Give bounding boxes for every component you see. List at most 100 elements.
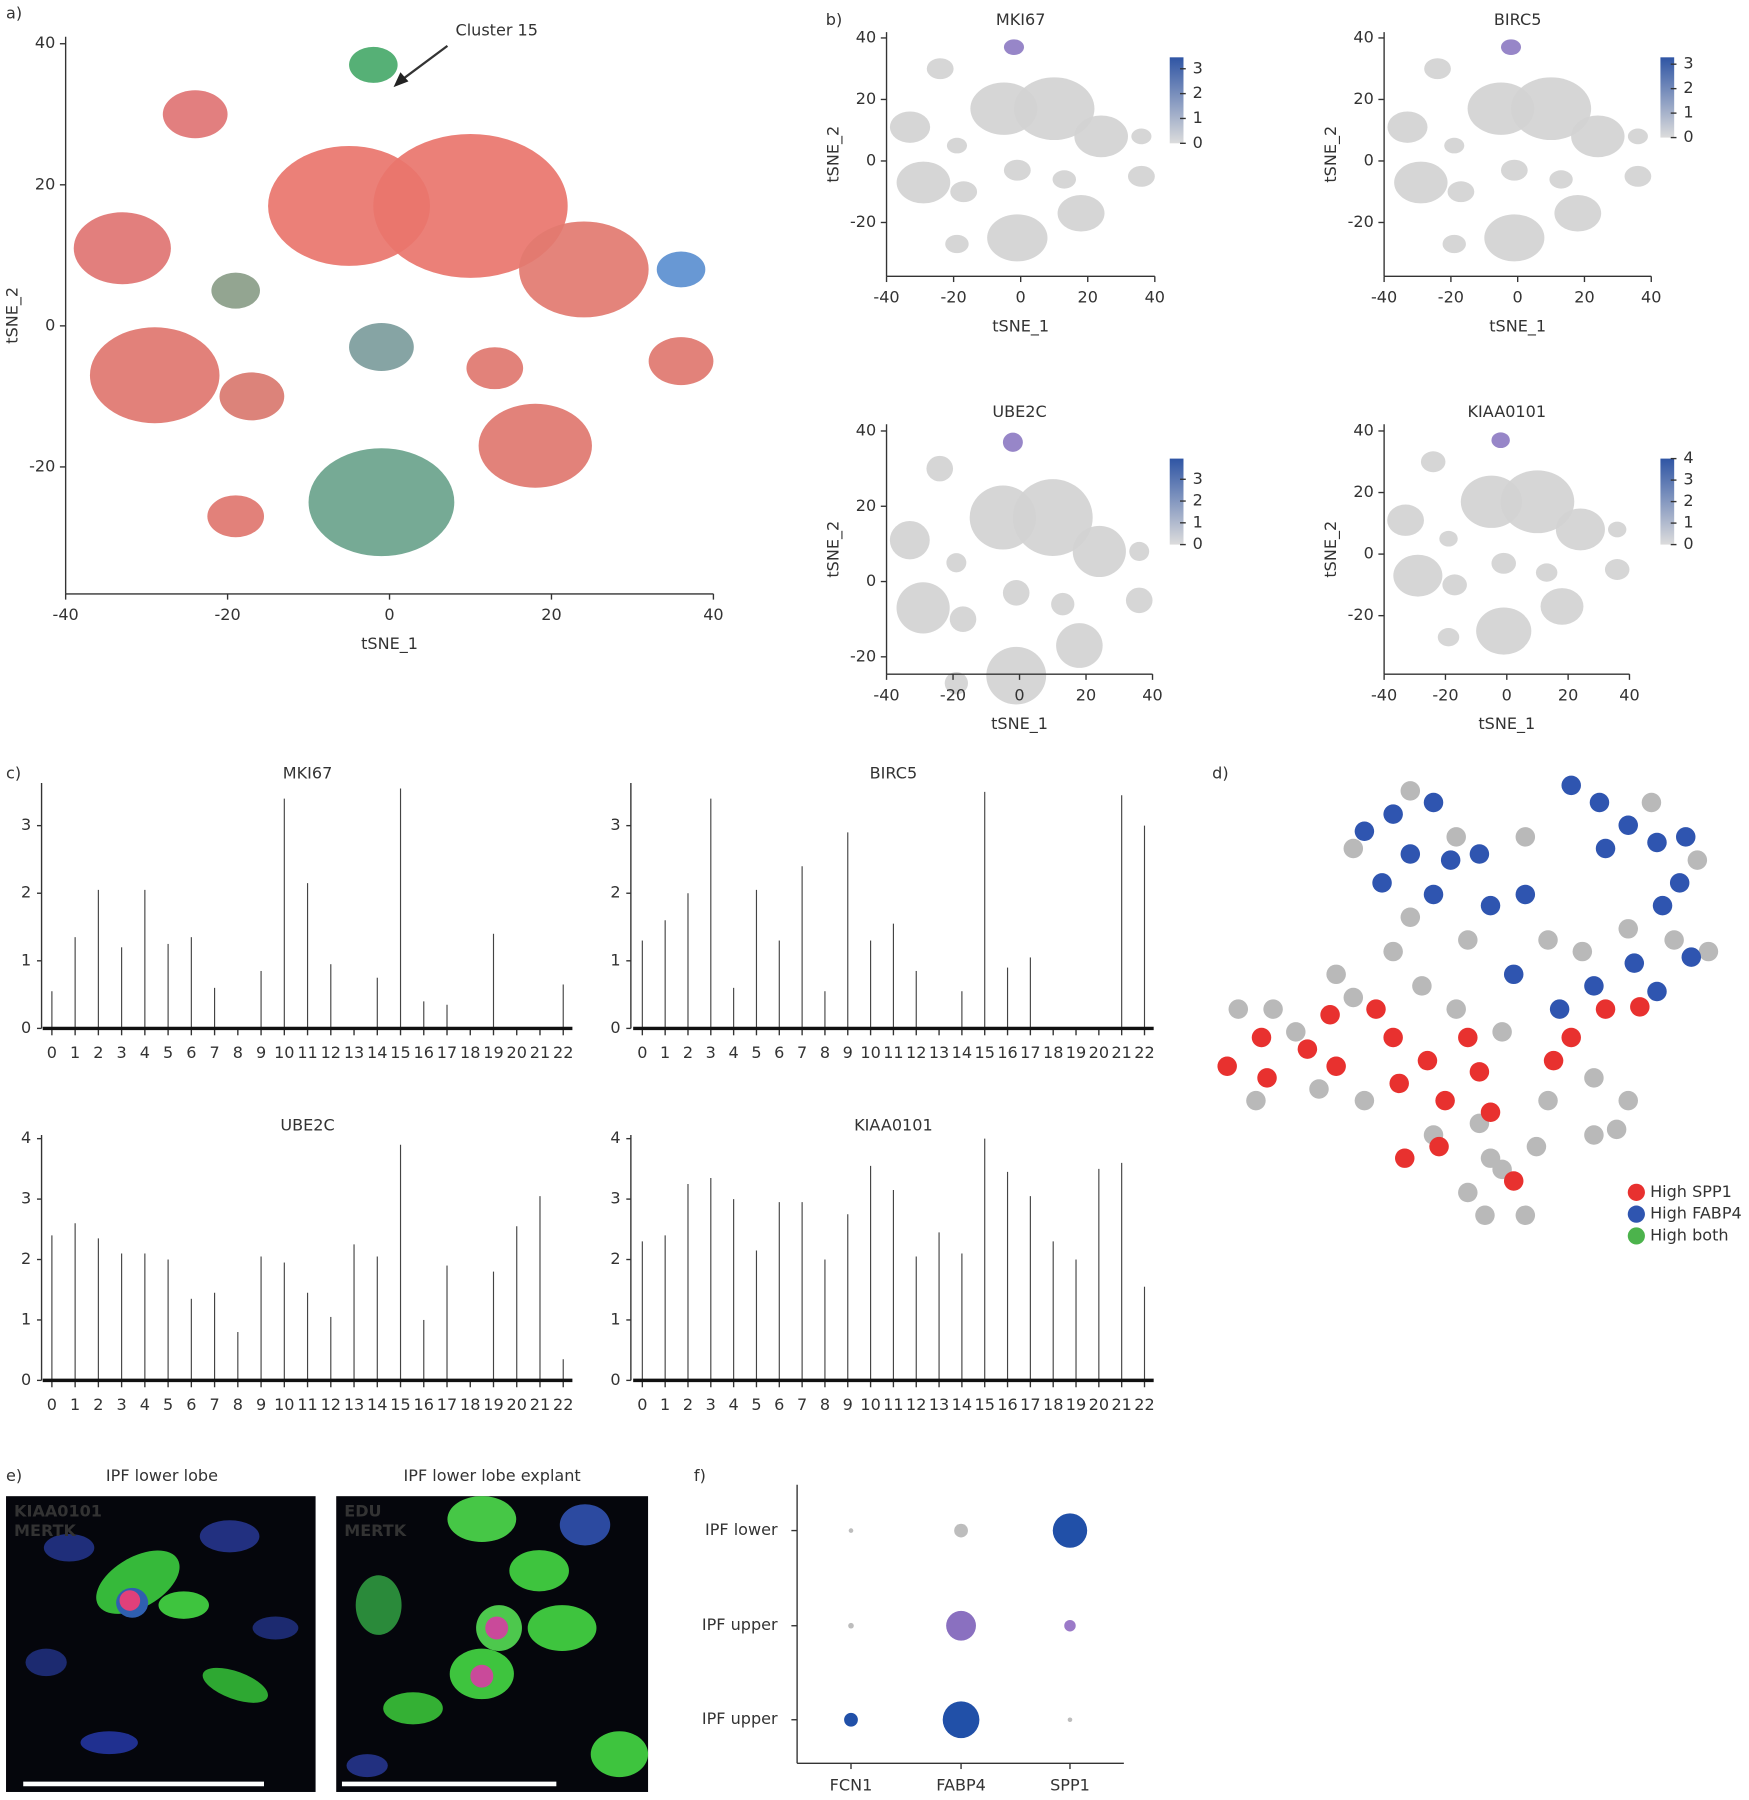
x-tick-label: 0 [1502, 685, 1512, 704]
x-tick-label: 17 [437, 1043, 457, 1062]
y-axis-label: tSNE_2 [1321, 126, 1341, 183]
cell-dot [1372, 873, 1391, 892]
x-tick-label: -40 [873, 288, 899, 307]
x-tick-label: 20 [507, 1043, 527, 1062]
cell-dot [1326, 1057, 1345, 1076]
x-tick-label: 0 [1014, 685, 1024, 704]
expression-dot [844, 1713, 858, 1727]
x-axis-label: tSNE_1 [1478, 714, 1535, 734]
cluster-blob [1625, 166, 1652, 187]
x-tick-label: 16 [997, 1043, 1017, 1062]
x-tick-label: 7 [797, 1043, 807, 1062]
cell-dot [1573, 942, 1592, 961]
cluster-blob [207, 495, 264, 537]
stain-label: EDU [344, 1502, 381, 1521]
colorbar-tick-label: 4 [1683, 448, 1693, 467]
panel-label: d) [1212, 763, 1228, 782]
x-tick-label: 8 [820, 1395, 830, 1414]
x-tick-label: 6 [774, 1395, 784, 1414]
x-tick-label: 16 [414, 1043, 434, 1062]
cell-dot [1538, 1091, 1557, 1110]
colorbar-tick-label: 2 [1683, 78, 1693, 97]
cluster-blob [657, 251, 706, 287]
colorbar-tick-label: 2 [1683, 491, 1693, 510]
x-tick-label: 18 [460, 1395, 480, 1414]
x-tick-label: 20 [541, 605, 561, 624]
cluster-blob [1394, 162, 1447, 204]
x-tick-label: 1 [660, 1395, 670, 1414]
x-tick-label: 19 [1066, 1395, 1086, 1414]
cluster-blob [946, 553, 966, 572]
x-tick-label: 18 [460, 1043, 480, 1062]
colorbar-tick-label: 0 [1193, 534, 1203, 553]
colorbar-tick-label: 3 [1193, 469, 1203, 488]
y-tick-label: 0 [866, 571, 876, 590]
annotation: Cluster 15 [455, 20, 537, 39]
cluster-blob [950, 606, 977, 632]
cluster-blob [219, 372, 284, 420]
x-tick-label: 16 [414, 1395, 434, 1414]
x-tick-label: 1 [70, 1395, 80, 1414]
x-tick-label: 21 [530, 1395, 550, 1414]
chart-title: KIAA0101 [1468, 402, 1547, 421]
cell-dot [1383, 804, 1402, 823]
colorbar [1170, 57, 1184, 143]
cell-dot [1590, 793, 1609, 812]
image-title: IPF lower lobe [106, 1466, 218, 1485]
x-tick-label: 40 [1619, 685, 1639, 704]
cell-dot [1607, 1120, 1626, 1139]
x-tick-label: 4 [140, 1043, 150, 1062]
cell-dot [1647, 982, 1666, 1001]
y-tick-label: -20 [1348, 212, 1374, 231]
cell-dot [1670, 873, 1689, 892]
cell-dot [1366, 999, 1385, 1018]
x-tick-label: 10 [274, 1043, 294, 1062]
cell-dot [1383, 1028, 1402, 1047]
y-tick-label: 20 [35, 174, 55, 193]
y-tick-label: 3 [21, 1189, 31, 1208]
x-tick-label: 13 [929, 1395, 949, 1414]
cell-dot [1412, 976, 1431, 995]
cell-dot [1527, 1137, 1546, 1156]
x-tick-label: 2 [93, 1043, 103, 1062]
y-tick-label: 3 [610, 1189, 620, 1208]
x-tick-label: 14 [367, 1043, 387, 1062]
cell-dot [1630, 997, 1649, 1016]
colorbar-tick-label: 1 [1193, 512, 1203, 531]
x-tick-label: 20 [1089, 1395, 1109, 1414]
x-tick-label: 10 [274, 1395, 294, 1414]
x-tick-label: 17 [1020, 1043, 1040, 1062]
x-tick-label: 11 [297, 1043, 317, 1062]
expression-dot [849, 1528, 854, 1533]
x-tick-label: 18 [1043, 1395, 1063, 1414]
x-tick-label: 21 [1111, 1043, 1131, 1062]
cluster-blob [927, 58, 954, 79]
cluster-blob [1554, 195, 1601, 232]
cluster-blob [163, 90, 228, 138]
colorbar-tick-label: 0 [1683, 534, 1693, 553]
cell-dot [1401, 907, 1420, 926]
y-axis-label: tSNE_2 [823, 126, 843, 183]
cluster-blob [1003, 580, 1030, 606]
y-tick-label: 0 [610, 1018, 620, 1037]
x-tick-label: -20 [1438, 288, 1464, 307]
x-tick-label: -20 [214, 605, 240, 624]
x-tick-label: 6 [774, 1043, 784, 1062]
cell-dot [1395, 1148, 1414, 1167]
cell-dot [1435, 1091, 1454, 1110]
cell-dot [1389, 1074, 1408, 1093]
y-tick-label: 0 [1364, 150, 1374, 169]
cell-dot [1252, 1028, 1271, 1047]
legend-label: High SPP1 [1650, 1182, 1732, 1201]
cell-dot [1596, 999, 1615, 1018]
expression-dot [946, 1611, 976, 1641]
colorbar-tick-label: 0 [1683, 127, 1693, 146]
y-tick-label: 0 [610, 1370, 620, 1389]
panel-label: b) [826, 10, 842, 29]
cell-dot [1664, 930, 1683, 949]
x-tick-label: -20 [1432, 685, 1458, 704]
cell-dot [1298, 1039, 1317, 1058]
chart-title: MKI67 [283, 763, 333, 782]
cell-dot [1418, 1051, 1437, 1070]
x-tick-label: 17 [1020, 1395, 1040, 1414]
